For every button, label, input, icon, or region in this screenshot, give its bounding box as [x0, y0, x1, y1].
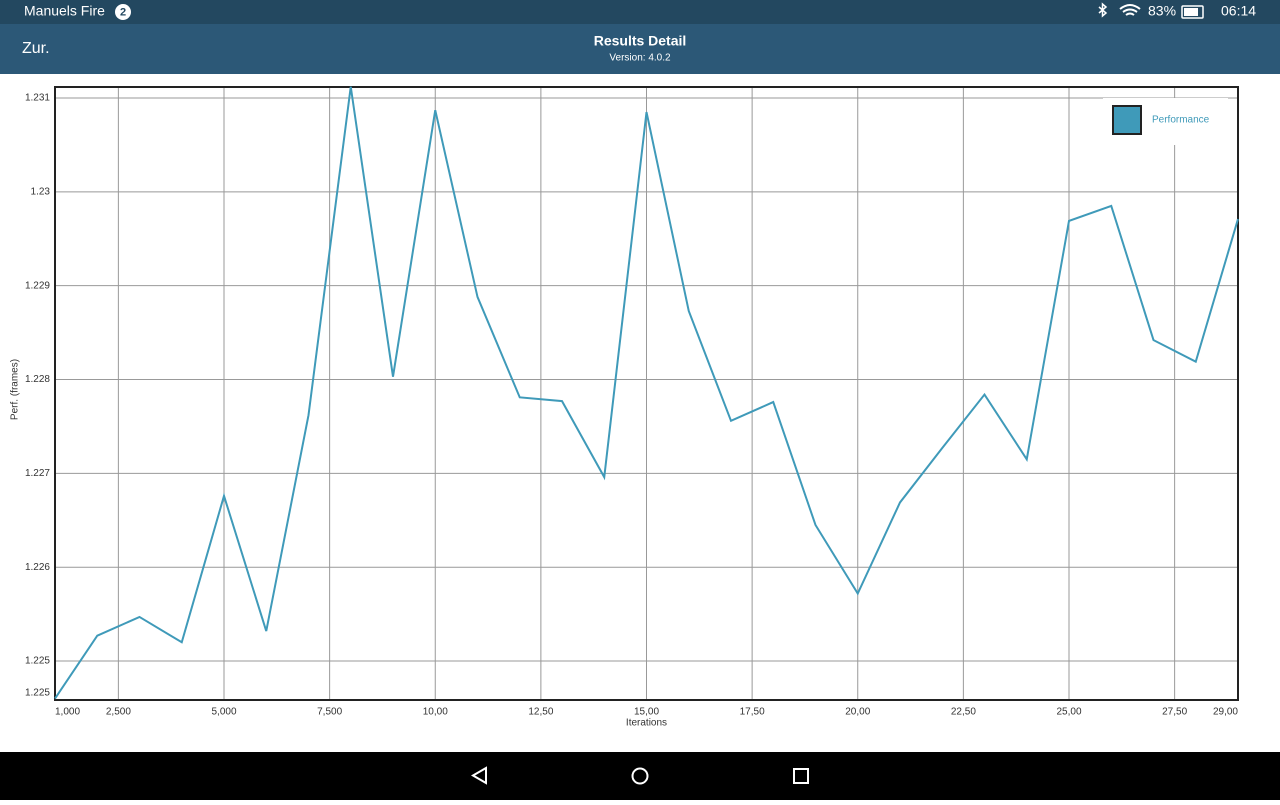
battery-text: 83%: [1148, 3, 1176, 19]
x-tick-label: 15,00: [634, 707, 659, 718]
x-tick-label: 29,00: [1213, 707, 1238, 718]
status-time: 06:14: [1221, 3, 1256, 19]
legend-label: Performance: [1152, 115, 1210, 126]
nav-bar: [0, 752, 1280, 800]
y-tick-label: 1.231: [25, 93, 50, 104]
plot-frame: [54, 86, 1239, 701]
x-tick-label: 7,500: [317, 707, 342, 718]
data-line: [54, 86, 1239, 700]
app-bar: [0, 24, 1280, 74]
x-tick-label: 10,00: [423, 707, 448, 718]
legend-swatch: [1112, 105, 1142, 135]
nav-recent[interactable]: [793, 768, 809, 784]
status-app: Manuels Fire: [24, 3, 105, 19]
bluetooth-icon: [1098, 2, 1108, 18]
battery-icon: [1181, 5, 1204, 19]
x-tick-label: 2,500: [106, 707, 131, 718]
status-bar: [0, 0, 1280, 24]
x-tick-label: 20,00: [845, 707, 870, 718]
y-tick-label: 1.228: [25, 374, 50, 385]
battery-level: [1184, 8, 1198, 16]
y-tick-label: 1.225: [25, 688, 50, 699]
app-title: Results Detail: [594, 33, 687, 49]
nav-back[interactable]: [470, 766, 487, 785]
x-tick-label: 17,50: [740, 707, 765, 718]
app-subtitle: Version: 4.0.2: [609, 53, 671, 64]
badge: 2: [120, 6, 126, 18]
y-axis-label: Perf. (frames): [10, 359, 21, 420]
y-tick-label: 1.225: [25, 656, 50, 667]
y-tick-label: 1.226: [25, 562, 50, 573]
wifi-icon: [1119, 4, 1141, 16]
x-axis-label: Iterations: [626, 718, 667, 729]
y-tick-label: 1.23: [31, 186, 51, 197]
x-tick-label: 12,50: [528, 707, 553, 718]
plot: 1.225 1.225 1.226 1.227 1.228 1.229 1.23 1.231 1…: [10, 86, 1239, 729]
back-button[interactable]: Zur.: [22, 40, 50, 57]
x-tick-label: 5,000: [211, 707, 236, 718]
x-tick-label: 27,50: [1162, 707, 1187, 718]
nav-home[interactable]: [631, 767, 649, 785]
x-tick-label: 22,50: [951, 707, 976, 718]
badge-bg: [115, 4, 131, 20]
y-tick-label: 1.229: [25, 280, 50, 291]
x-tick-label: 25,00: [1056, 707, 1081, 718]
x-tick-label: 1,000: [55, 707, 80, 718]
y-tick-label: 1.227: [25, 468, 50, 479]
